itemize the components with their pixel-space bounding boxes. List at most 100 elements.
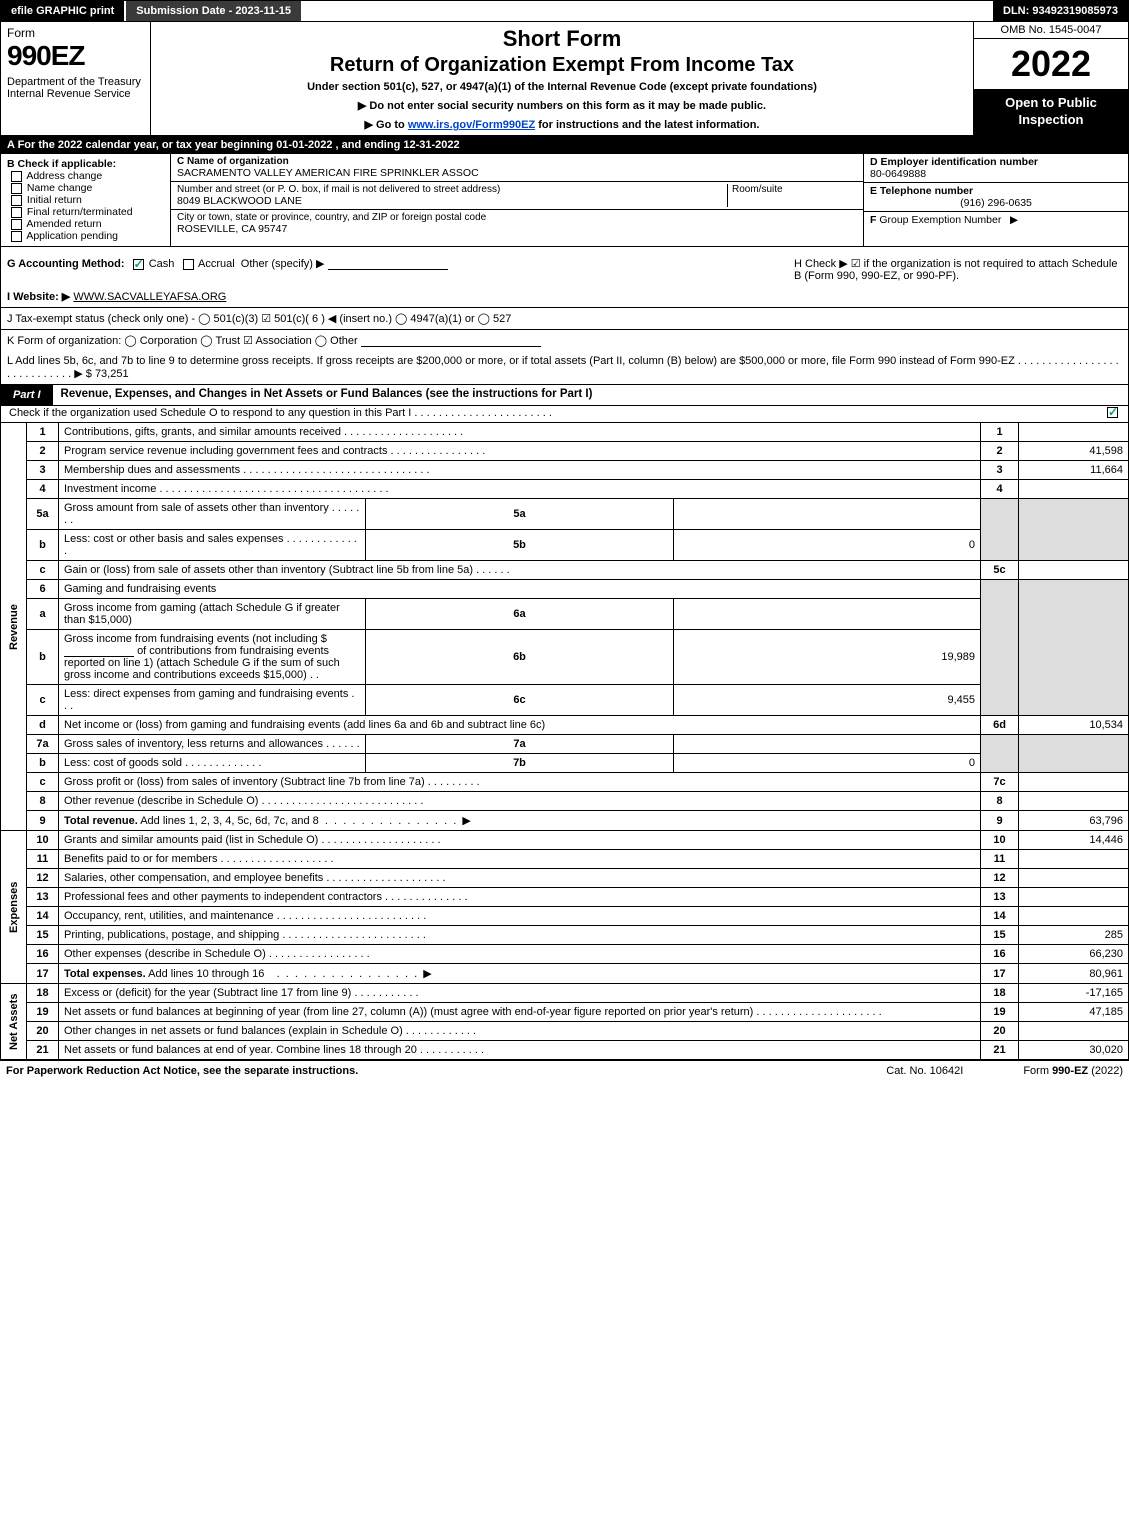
- table-row: d Net income or (loss) from gaming and f…: [1, 716, 1129, 735]
- title-under-section: Under section 501(c), 527, or 4947(a)(1)…: [159, 81, 965, 93]
- b-label: B Check if applicable:: [7, 158, 164, 170]
- title-short-form: Short Form: [159, 26, 965, 52]
- table-row: b Less: cost or other basis and sales ex…: [1, 530, 1129, 561]
- g-accounting-method: G Accounting Method: Cash Accrual Other …: [1, 247, 788, 286]
- table-row: Revenue 1 Contributions, gifts, grants, …: [1, 423, 1129, 442]
- chk-initial-return[interactable]: Initial return: [9, 194, 164, 206]
- table-row: b Less: cost of goods sold . . . . . . .…: [1, 754, 1129, 773]
- page-footer: For Paperwork Reduction Act Notice, see …: [0, 1060, 1129, 1081]
- part-i-subtitle: Check if the organization used Schedule …: [0, 406, 1129, 422]
- table-row: 3 Membership dues and assessments . . . …: [1, 461, 1129, 480]
- chk-cash[interactable]: [133, 259, 144, 270]
- column-d-identifiers: D Employer identification number 80-0649…: [863, 154, 1128, 246]
- table-row: 13 Professional fees and other payments …: [1, 888, 1129, 907]
- footer-right: Form 990-EZ (2022): [1023, 1065, 1123, 1077]
- website-link[interactable]: WWW.SACVALLEYAFSA.ORG: [73, 291, 226, 303]
- table-row: b Gross income from fundraising events (…: [1, 630, 1129, 685]
- chk-accrual[interactable]: [183, 259, 194, 270]
- line-a-tax-year: A For the 2022 calendar year, or tax yea…: [0, 136, 1129, 154]
- chk-application-pending[interactable]: Application pending: [9, 230, 164, 242]
- org-city: ROSEVILLE, CA 95747: [177, 223, 857, 235]
- part-i-table: Revenue 1 Contributions, gifts, grants, …: [0, 422, 1129, 1060]
- warn2-suffix: for instructions and the latest informat…: [535, 119, 759, 131]
- org-address: 8049 BLACKWOOD LANE: [177, 195, 723, 207]
- org-name: SACRAMENTO VALLEY AMERICAN FIRE SPRINKLE…: [177, 167, 857, 179]
- table-row: c Gross profit or (loss) from sales of i…: [1, 773, 1129, 792]
- row-i-website: I Website: ▶ WWW.SACVALLEYAFSA.ORG: [0, 286, 1129, 307]
- row-l-gross-receipts: L Add lines 5b, 6c, and 7b to line 9 to …: [0, 351, 1129, 385]
- column-c-org-info: C Name of organization SACRAMENTO VALLEY…: [171, 154, 863, 246]
- tax-year: 2022: [974, 39, 1128, 89]
- table-row: 4 Investment income . . . . . . . . . . …: [1, 480, 1129, 499]
- form-word: Form: [7, 26, 144, 40]
- table-row: 5a Gross amount from sale of assets othe…: [1, 499, 1129, 530]
- table-row: 17 Total expenses. Add lines 10 through …: [1, 964, 1129, 984]
- title-return: Return of Organization Exempt From Incom…: [159, 54, 965, 77]
- table-row: Net Assets 18 Excess or (deficit) for th…: [1, 984, 1129, 1003]
- city-label: City or town, state or province, country…: [177, 212, 857, 223]
- c-label: C Name of organization: [177, 156, 857, 167]
- chk-address-change[interactable]: Address change: [9, 170, 164, 182]
- footer-left: For Paperwork Reduction Act Notice, see …: [6, 1065, 886, 1077]
- submission-date: Submission Date - 2023-11-15: [124, 1, 303, 21]
- form-header: Form 990EZ Department of the Treasury In…: [0, 22, 1129, 136]
- h-schedule-b: H Check ▶ ☑ if the organization is not r…: [788, 247, 1128, 286]
- table-row: Expenses 10 Grants and similar amounts p…: [1, 831, 1129, 850]
- room-label: Room/suite: [732, 184, 857, 195]
- chk-name-change[interactable]: Name change: [9, 182, 164, 194]
- e-label: E Telephone number: [870, 185, 1122, 197]
- table-row: 6 Gaming and fundraising events: [1, 580, 1129, 599]
- efile-print-label: efile GRAPHIC print: [1, 1, 124, 21]
- form-number: 990EZ: [7, 40, 144, 72]
- form-id-block: Form 990EZ Department of the Treasury In…: [1, 22, 151, 135]
- omb-number: OMB No. 1545-0047: [974, 22, 1128, 39]
- irs-link[interactable]: www.irs.gov/Form990EZ: [408, 119, 535, 131]
- footer-mid: Cat. No. 10642I: [886, 1065, 963, 1077]
- row-k-form-org: K Form of organization: ◯ Corporation ◯ …: [0, 329, 1129, 351]
- table-row: 2 Program service revenue including gove…: [1, 442, 1129, 461]
- row-j-tax-exempt: J Tax-exempt status (check only one) - ◯…: [0, 307, 1129, 329]
- ein: 80-0649888: [870, 168, 1122, 180]
- chk-amended-return[interactable]: Amended return: [9, 218, 164, 230]
- table-row: 9 Total revenue. Add lines 1, 2, 3, 4, 5…: [1, 811, 1129, 831]
- chk-schedule-o[interactable]: [1107, 407, 1118, 418]
- table-row: a Gross income from gaming (attach Sched…: [1, 599, 1129, 630]
- warning-ssn: ▶ Do not enter social security numbers o…: [159, 99, 965, 112]
- part-i-title: Revenue, Expenses, and Changes in Net As…: [53, 385, 1128, 405]
- d-label: D Employer identification number: [870, 156, 1122, 168]
- table-row: c Less: direct expenses from gaming and …: [1, 685, 1129, 716]
- table-row: c Gain or (loss) from sale of assets oth…: [1, 561, 1129, 580]
- table-row: 8 Other revenue (describe in Schedule O)…: [1, 792, 1129, 811]
- table-row: 7a Gross sales of inventory, less return…: [1, 735, 1129, 754]
- other-method-input[interactable]: [328, 269, 448, 270]
- section-b-c-d: B Check if applicable: Address change Na…: [0, 154, 1129, 247]
- table-row: 11 Benefits paid to or for members . . .…: [1, 850, 1129, 869]
- column-b-checkboxes: B Check if applicable: Address change Na…: [1, 154, 171, 246]
- dln-label: DLN: 93492319085973: [993, 1, 1128, 21]
- f-label: F Group Exemption Number ▶: [870, 214, 1122, 226]
- revenue-side-label: Revenue: [1, 423, 27, 831]
- department-label: Department of the Treasury Internal Reve…: [7, 76, 144, 100]
- phone: (916) 296-0635: [870, 197, 1122, 209]
- table-row: 12 Salaries, other compensation, and emp…: [1, 869, 1129, 888]
- warn2-prefix: ▶ Go to: [365, 119, 408, 131]
- other-org-input[interactable]: [361, 346, 541, 347]
- instructions-link-line: ▶ Go to www.irs.gov/Form990EZ for instru…: [159, 118, 965, 131]
- open-to-public: Open to Public Inspection: [974, 89, 1128, 135]
- row-g-h: G Accounting Method: Cash Accrual Other …: [0, 247, 1129, 286]
- part-i-header: Part I Revenue, Expenses, and Changes in…: [0, 385, 1129, 406]
- expenses-side-label: Expenses: [1, 831, 27, 984]
- form-title-block: Short Form Return of Organization Exempt…: [151, 22, 973, 135]
- table-row: 14 Occupancy, rent, utilities, and maint…: [1, 907, 1129, 926]
- top-bar: efile GRAPHIC print Submission Date - 20…: [0, 0, 1129, 22]
- table-row: 20 Other changes in net assets or fund b…: [1, 1022, 1129, 1041]
- table-row: 19 Net assets or fund balances at beginn…: [1, 1003, 1129, 1022]
- chk-final-return[interactable]: Final return/terminated: [9, 206, 164, 218]
- gross-receipts-amount: 73,251: [95, 368, 129, 380]
- form-meta-block: OMB No. 1545-0047 2022 Open to Public In…: [973, 22, 1128, 135]
- part-i-tag: Part I: [1, 385, 53, 405]
- addr-label: Number and street (or P. O. box, if mail…: [177, 184, 723, 195]
- table-row: 21 Net assets or fund balances at end of…: [1, 1041, 1129, 1060]
- net-assets-side-label: Net Assets: [1, 984, 27, 1060]
- table-row: 16 Other expenses (describe in Schedule …: [1, 945, 1129, 964]
